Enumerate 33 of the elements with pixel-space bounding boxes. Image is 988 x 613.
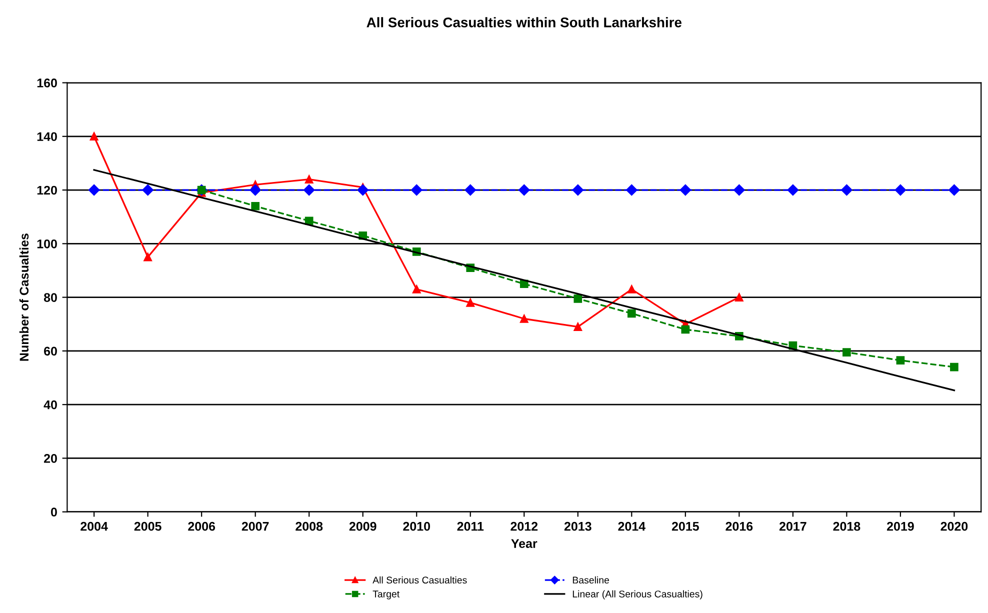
x-tick-label: 2015 xyxy=(672,522,699,531)
x-tick-label: 2009 xyxy=(349,522,376,531)
y-tick-label: 160 xyxy=(37,78,57,88)
x-tick-label: 2010 xyxy=(403,522,430,531)
x-tick-label: 2017 xyxy=(779,522,806,531)
x-tick-label: 2012 xyxy=(510,522,538,531)
x-tick-label: 2014 xyxy=(618,522,646,531)
y-tick-label: 100 xyxy=(37,239,57,248)
y-tick-label: 120 xyxy=(37,186,57,195)
legend-label: Baseline xyxy=(572,576,610,584)
x-tick-label: 2018 xyxy=(833,522,860,531)
x-tick-label: 2013 xyxy=(564,522,592,531)
legend-label: Linear (All Serious Casualties) xyxy=(572,590,702,600)
x-tick-label: 2019 xyxy=(886,522,914,531)
x-tick-label: 2006 xyxy=(188,522,216,531)
x-tick-label: 2007 xyxy=(242,522,269,531)
chart-title: All Serious Casualties within South Lanarkshire xyxy=(366,17,682,28)
y-tick-label: 40 xyxy=(44,400,57,410)
x-tick-label: 2005 xyxy=(134,522,162,531)
x-tick-label: 2011 xyxy=(457,522,484,531)
y-axis-title: Number of Casualties xyxy=(19,234,29,361)
x-tick-label: 2004 xyxy=(80,522,108,531)
y-tick-label: 20 xyxy=(44,454,57,463)
legend-label: Target xyxy=(372,590,400,600)
legend-label: All Serious Casualties xyxy=(372,576,467,584)
y-tick-label: 0 xyxy=(51,508,57,517)
y-tick-label: 60 xyxy=(44,346,57,356)
y-tick-label: 80 xyxy=(44,293,57,302)
x-axis-title: Year xyxy=(511,539,538,548)
x-tick-label: 2016 xyxy=(726,522,753,531)
y-tick-label: 140 xyxy=(37,132,57,142)
x-tick-label: 2020 xyxy=(940,522,968,531)
x-tick-label: 2008 xyxy=(296,522,323,531)
